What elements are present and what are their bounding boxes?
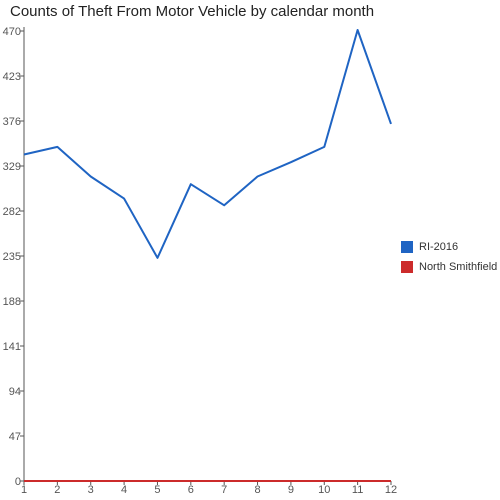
x-tick-label: 1: [21, 484, 27, 496]
y-tick-label: 470: [3, 26, 21, 38]
legend-label-ri-2016: RI-2016: [419, 240, 459, 253]
series-line-ri-2016: [23, 29, 392, 259]
legend-item-ri-2016[interactable]: RI-2016: [401, 238, 497, 255]
legend-swatch-north-smithfield: [401, 260, 413, 273]
x-tick-label: 11: [352, 484, 363, 496]
legend-label-north-smithfield: North Smithfield: [419, 260, 498, 273]
axes: [23, 27, 391, 482]
series-lines: [23, 29, 392, 482]
x-tick-label: 5: [154, 484, 160, 496]
y-tick-label: 282: [3, 206, 21, 218]
x-tick-label: 12: [385, 484, 397, 496]
y-tick-label: 94: [9, 386, 21, 398]
x-tick-label: 7: [221, 484, 227, 496]
y-tick-label: 423: [3, 71, 21, 83]
legend-swatch-ri-2016: [401, 240, 413, 253]
x-tick-label: 4: [121, 484, 127, 496]
legend-item-north-smithfield[interactable]: North Smithfield: [401, 258, 497, 275]
y-axis-ticks: 0 47 94 141 188 235 282 329 376 423 470: [3, 26, 24, 488]
y-tick-label: 141: [3, 341, 21, 353]
x-tick-label: 3: [88, 484, 94, 496]
y-tick-label: 376: [3, 116, 21, 128]
x-tick-label: 10: [318, 484, 330, 496]
y-tick-label: 235: [3, 251, 21, 263]
x-tick-label: 9: [288, 484, 294, 496]
legend: RI-2016 North Smithfield: [401, 238, 497, 278]
y-tick-label: 0: [15, 476, 21, 488]
x-tick-label: 2: [54, 484, 60, 496]
y-tick-label: 188: [3, 296, 21, 308]
x-axis-ticks: 1 2 3 4 5 6 7 8 9 10 11 12: [21, 481, 397, 496]
y-tick-label: 329: [3, 161, 21, 173]
y-tick-label: 47: [9, 431, 21, 443]
x-tick-label: 8: [254, 484, 260, 496]
chart-title: Counts of Theft From Motor Vehicle by ca…: [10, 3, 375, 20]
x-tick-label: 6: [188, 484, 194, 496]
